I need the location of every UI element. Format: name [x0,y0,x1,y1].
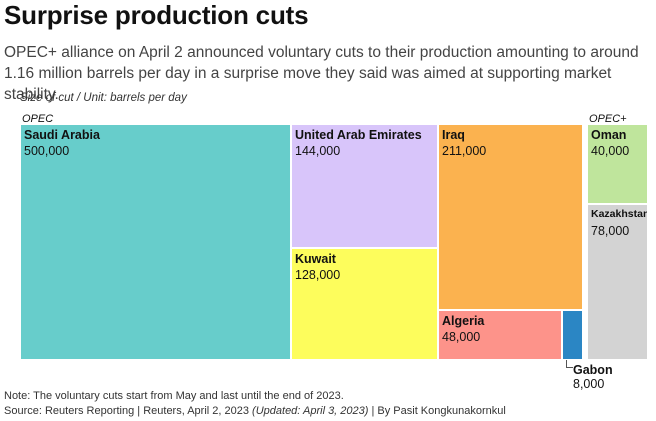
cell-label-kazakhstan: Kazakhstan [591,208,647,220]
source-text: Source: Reuters Reporting | Reuters, Apr… [4,405,253,417]
gabon-label-value: 8,000 [573,377,605,391]
cell-value-algeria: 48,000 [442,330,481,344]
cell-label-uae: United Arab Emirates [295,128,422,142]
cell-value-kuwait: 128,000 [295,268,341,282]
gabon-label-name: Gabon [573,363,613,377]
cell-value-iraq: 211,000 [442,144,487,158]
cell-label-oman: Oman [591,128,627,142]
cell-value-saudi: 500,000 [24,144,70,158]
treemap-cell-gabon [563,311,582,359]
chart-note: Note: The voluntary cuts start from May … [4,390,344,402]
cell-value-uae: 144,000 [295,144,341,158]
cell-label-iraq: Iraq [442,128,465,142]
chart-title: Surprise production cuts [4,0,309,30]
treemap-cell-uae: United Arab Emirates 144,000 [292,125,437,247]
treemap-cell-iraq: Iraq 211,000 [439,125,582,309]
gabon-leader-line [566,360,573,368]
treemap-cell-oman: Oman 40,000 [588,125,647,203]
treemap-cell-algeria: Algeria 48,000 [439,311,561,359]
chart-subtitle: OPEC+ alliance on April 2 announced volu… [4,44,639,103]
cell-value-kazakhstan: 78,000 [591,224,630,238]
treemap-cell-kazakhstan: Kazakhstan 78,000 [588,205,647,359]
cell-label-algeria: Algeria [442,314,485,328]
cell-label-saudi: Saudi Arabia [24,128,100,142]
group-label-opec: OPEC [22,113,54,125]
unit-label: Size of cut / Unit: barrels per day [20,92,187,104]
source-updated: (Updated: April 3, 2023) [252,405,369,417]
cell-value-oman: 40,000 [591,144,630,158]
gabon-outer-label: Gabon 8,000 [573,363,613,391]
source-byline: | By Pasit Kongkunakornkul [368,405,506,417]
chart-source: Source: Reuters Reporting | Reuters, Apr… [4,405,506,417]
cell-label-kuwait: Kuwait [295,252,336,266]
treemap-cell-saudi: Saudi Arabia 500,000 [21,125,290,359]
group-label-opec-plus: OPEC+ [589,113,627,125]
treemap-cell-kuwait: Kuwait 128,000 [292,249,437,359]
